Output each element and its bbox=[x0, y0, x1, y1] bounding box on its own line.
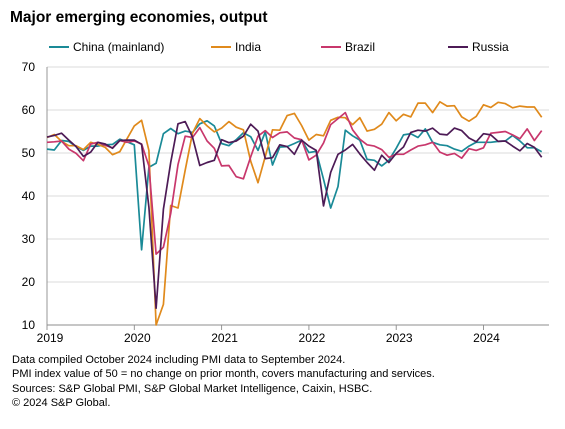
note-data-compiled: Data compiled October 2024 including PMI… bbox=[12, 354, 346, 366]
y-tick-label: 10 bbox=[22, 318, 36, 332]
x-tick-label: 2024 bbox=[473, 331, 500, 345]
legend-label-china-mainland: China (mainland) bbox=[73, 40, 164, 54]
grid-lines bbox=[47, 66, 549, 326]
chart-notes: Data compiled October 2024 including PMI… bbox=[12, 353, 435, 410]
x-tick-label: 2019 bbox=[37, 331, 64, 345]
y-tick-label: 50 bbox=[22, 146, 36, 160]
x-axis: 2019 2020 2021 2022 2023 2024 bbox=[37, 324, 549, 345]
x-tick-label: 2021 bbox=[211, 331, 238, 345]
note-copyright: © 2024 S&P Global. bbox=[12, 396, 111, 409]
series-line-brazil bbox=[46, 111, 543, 255]
y-axis: 10 20 30 40 50 60 70 bbox=[22, 60, 48, 332]
y-tick-label: 40 bbox=[22, 189, 36, 203]
legend-label-brazil: Brazil bbox=[345, 40, 375, 54]
series-line-china-mainland bbox=[46, 119, 543, 251]
note-sources: Sources: S&P Global PMI, S&P Global Mark… bbox=[12, 382, 373, 395]
legend-label-russia: Russia bbox=[472, 40, 509, 54]
legend: China (mainland) India Brazil Russia bbox=[49, 40, 509, 54]
note-pmi-definition: PMI index value of 50 = no change on pri… bbox=[12, 368, 435, 381]
series-line-india bbox=[46, 100, 543, 326]
legend-label-india: India bbox=[235, 40, 261, 54]
y-tick-label: 60 bbox=[22, 103, 36, 117]
y-tick-label: 70 bbox=[22, 60, 36, 74]
series-lines bbox=[46, 100, 543, 326]
series-line-russia bbox=[46, 120, 543, 310]
y-tick-label: 30 bbox=[22, 232, 36, 246]
x-tick-label: 2023 bbox=[386, 331, 413, 345]
x-tick-label: 2020 bbox=[124, 331, 151, 345]
chart-title: Major emerging economies, output bbox=[10, 9, 268, 26]
x-tick-label: 2022 bbox=[299, 331, 326, 345]
y-tick-label: 20 bbox=[22, 275, 36, 289]
chart-area: 10 20 30 40 50 60 70 2019 2020 2021 2022 2023 2024 … bbox=[22, 40, 549, 345]
